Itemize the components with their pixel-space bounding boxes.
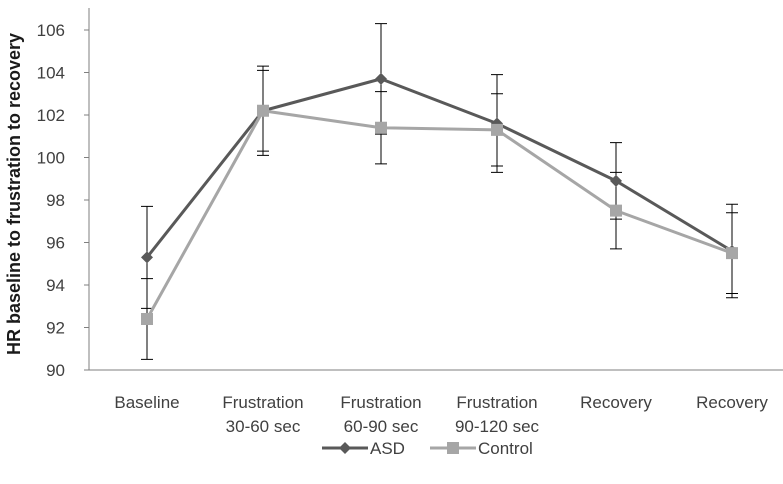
y-tick-label: 96	[46, 234, 65, 253]
legend-item-control: Control	[430, 439, 533, 458]
series-lines	[145, 77, 733, 320]
x-tick-label: Recovery	[696, 393, 768, 412]
marker-asd	[610, 174, 622, 187]
y-axis-title: HR baseline to frustration to recovery	[4, 33, 24, 355]
marker-control	[726, 247, 738, 260]
x-tick-label: Frustration 60-90 sec	[340, 393, 421, 436]
x-tick-label: Frustration 90-120 sec	[455, 393, 540, 436]
error-bars	[141, 23, 738, 360]
legend: ASD Control	[322, 439, 533, 458]
y-tick-label: 100	[37, 149, 65, 168]
y-axis: 90 92 94 96 98 100 102 104 106	[37, 8, 90, 380]
legend-marker	[339, 442, 351, 454]
y-tick-label: 94	[46, 276, 65, 295]
marker-control	[375, 121, 387, 134]
marker-control	[610, 204, 622, 217]
series-line-control	[145, 109, 733, 320]
marker-control	[257, 104, 269, 117]
legend-label: Control	[478, 439, 533, 458]
x-tick-label: Frustration 30-60 sec	[222, 393, 303, 436]
y-tick-label: 98	[46, 191, 65, 210]
marker-asd	[141, 251, 153, 264]
x-axis: Baseline Frustration 30-60 sec Frustration 6…	[89, 369, 783, 436]
legend-item-asd: ASD	[322, 439, 405, 458]
x-tick-label: Baseline	[114, 393, 179, 412]
y-tick-label: 90	[46, 361, 65, 380]
y-tick-label: 102	[37, 106, 65, 125]
y-tick-label: 92	[46, 319, 65, 338]
marker-control	[141, 313, 153, 325]
legend-label: ASD	[370, 439, 405, 458]
legend-marker	[447, 442, 459, 454]
marker-control	[491, 123, 503, 136]
y-tick-label: 104	[37, 64, 65, 83]
series-line-asd	[145, 77, 733, 259]
y-tick-label: 106	[37, 21, 65, 40]
marker-asd	[375, 72, 387, 85]
x-tick-label: Recovery	[580, 393, 652, 412]
series-markers	[141, 72, 738, 325]
